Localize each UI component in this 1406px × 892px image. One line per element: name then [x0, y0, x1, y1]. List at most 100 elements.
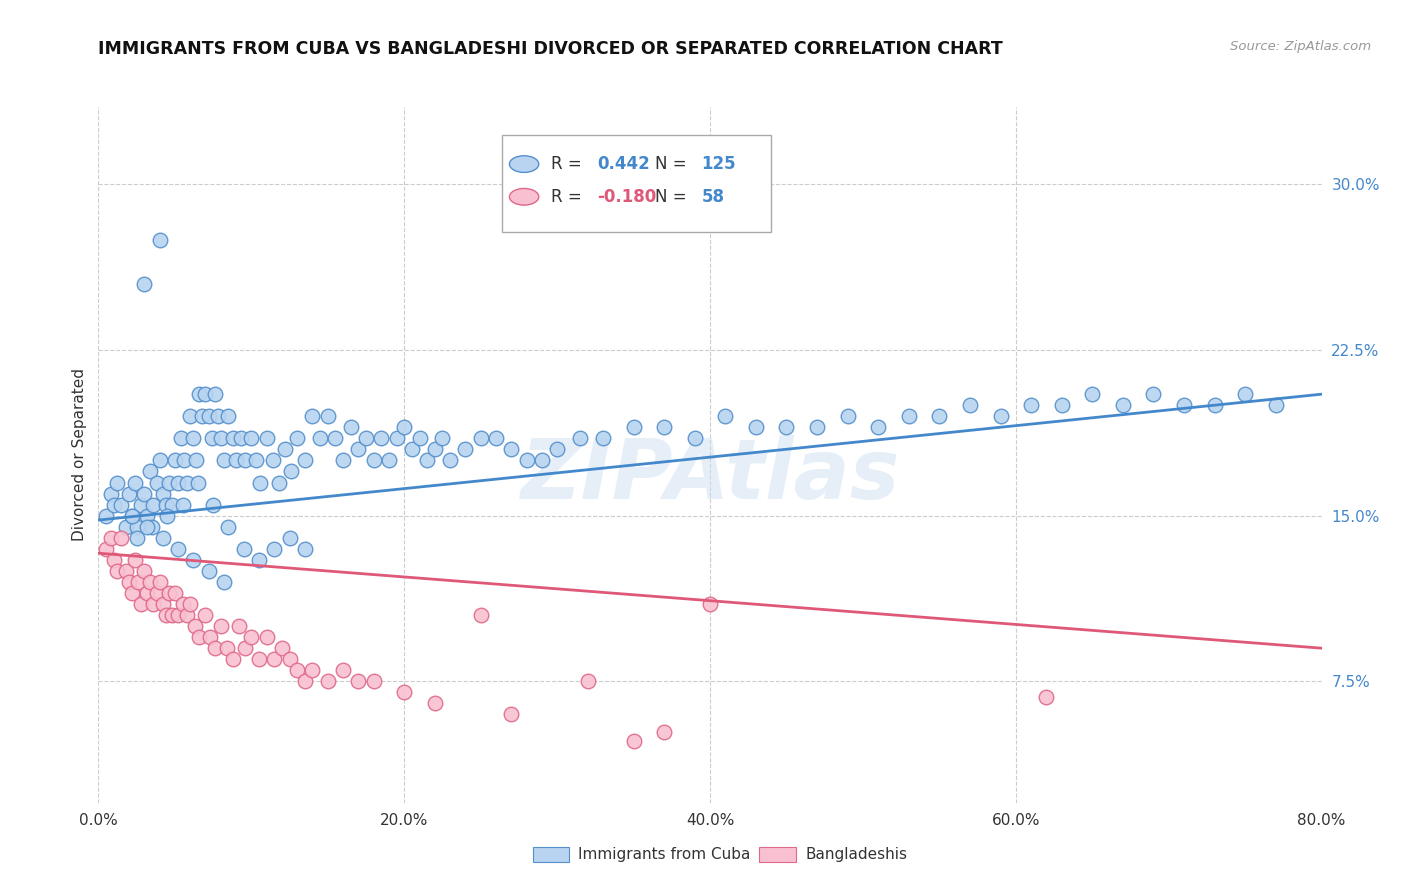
Point — [136, 519, 159, 533]
Point — [378, 453, 401, 467]
Point — [401, 442, 423, 457]
Point — [256, 630, 278, 644]
Point — [118, 574, 141, 589]
Point — [121, 508, 143, 523]
Point — [139, 465, 162, 479]
Point — [184, 619, 207, 633]
Point — [928, 409, 950, 424]
Point — [392, 685, 416, 699]
Point — [1035, 690, 1057, 704]
Point — [454, 442, 477, 457]
Point — [301, 663, 323, 677]
Point — [262, 453, 284, 467]
Point — [501, 707, 523, 722]
Point — [167, 475, 190, 490]
Point — [121, 586, 143, 600]
Point — [172, 597, 194, 611]
Point — [129, 597, 152, 611]
Point — [149, 574, 172, 589]
Point — [118, 486, 141, 500]
Point — [423, 697, 446, 711]
Point — [806, 420, 828, 434]
Point — [217, 519, 239, 533]
Point — [1234, 387, 1257, 401]
Point — [155, 608, 177, 623]
Point — [439, 453, 461, 467]
Point — [278, 531, 301, 545]
Point — [176, 608, 198, 623]
Point — [485, 431, 508, 445]
Text: IMMIGRANTS FROM CUBA VS BANGLADESHI DIVORCED OR SEPARATED CORRELATION CHART: IMMIGRANTS FROM CUBA VS BANGLADESHI DIVO… — [98, 40, 1002, 58]
Text: Bangladeshis: Bangladeshis — [806, 847, 907, 862]
Point — [222, 652, 245, 666]
Point — [309, 431, 332, 445]
Point — [157, 586, 180, 600]
Point — [100, 486, 122, 500]
Point — [160, 608, 183, 623]
Point — [155, 498, 177, 512]
Point — [110, 498, 132, 512]
Point — [652, 725, 675, 739]
Point — [240, 630, 263, 644]
Point — [124, 475, 146, 490]
Point — [229, 431, 252, 445]
Point — [959, 398, 981, 412]
Point — [163, 586, 186, 600]
Point — [222, 431, 245, 445]
Point — [141, 519, 163, 533]
Point — [280, 465, 302, 479]
Text: R =: R = — [551, 188, 582, 206]
Point — [134, 486, 156, 500]
Point — [245, 453, 267, 467]
Point — [179, 409, 201, 424]
Point — [124, 553, 146, 567]
Point — [1204, 398, 1226, 412]
Point — [301, 409, 323, 424]
Point — [136, 586, 159, 600]
Point — [152, 486, 174, 500]
Point — [1142, 387, 1164, 401]
Point — [278, 652, 301, 666]
Point — [212, 574, 235, 589]
Point — [1081, 387, 1104, 401]
Point — [470, 431, 492, 445]
Point — [149, 453, 172, 467]
Point — [197, 409, 219, 424]
Point — [416, 453, 439, 467]
Point — [142, 597, 165, 611]
Point — [179, 597, 201, 611]
Point — [233, 641, 256, 656]
Point — [181, 431, 204, 445]
Point — [145, 586, 167, 600]
Point — [232, 541, 254, 556]
Point — [167, 541, 190, 556]
Point — [1264, 398, 1286, 412]
Point — [188, 630, 211, 644]
Point — [897, 409, 920, 424]
Point — [105, 475, 128, 490]
Point — [1112, 398, 1135, 412]
Point — [592, 431, 614, 445]
Point — [149, 233, 172, 247]
Point — [110, 531, 132, 545]
Point — [125, 531, 148, 545]
Point — [868, 420, 890, 434]
Point — [152, 597, 174, 611]
Point — [212, 453, 235, 467]
Point — [249, 475, 271, 490]
Point — [194, 387, 217, 401]
Point — [145, 475, 167, 490]
Point — [200, 431, 222, 445]
Point — [94, 508, 117, 523]
Point — [207, 409, 229, 424]
Point — [623, 734, 645, 748]
Point — [294, 541, 316, 556]
Point — [103, 498, 125, 512]
Point — [339, 420, 361, 434]
Point — [263, 541, 285, 556]
Point — [652, 420, 675, 434]
Text: Source: ZipAtlas.com: Source: ZipAtlas.com — [1230, 40, 1371, 54]
Point — [325, 431, 347, 445]
Point — [139, 574, 162, 589]
Point — [215, 641, 238, 656]
